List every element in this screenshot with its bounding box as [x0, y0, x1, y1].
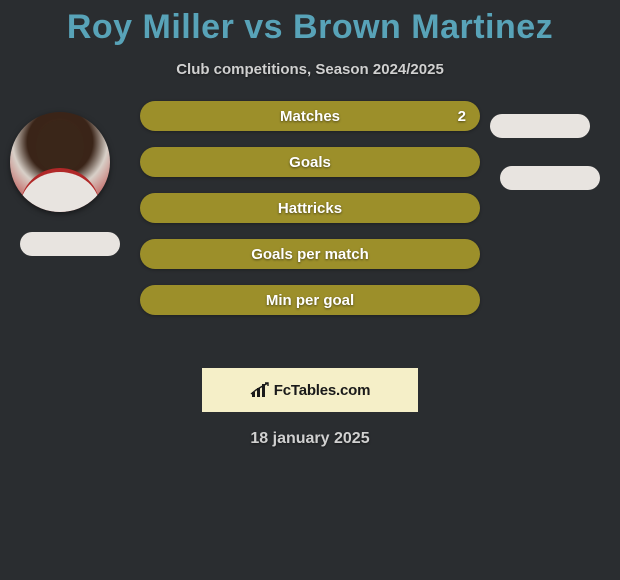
stat-label: Matches: [280, 108, 340, 125]
stat-label: Goals per match: [251, 246, 369, 263]
player1-avatar: [10, 112, 110, 212]
subtitle: Club competitions, Season 2024/2025: [0, 61, 620, 78]
stat-value: 2: [458, 108, 466, 125]
player1-name: Roy Miller: [67, 8, 234, 46]
stat-label: Hattricks: [278, 200, 342, 217]
stat-row-matches: Matches 2: [140, 101, 480, 131]
logo-text: FcTables.com: [274, 382, 371, 399]
stat-rows: Matches 2 Goals Hattricks Goals per matc…: [140, 101, 480, 331]
stat-row-min-per-goal: Min per goal: [140, 285, 480, 315]
fctables-logo: FcTables.com: [202, 368, 418, 412]
title-connector: vs: [244, 8, 283, 46]
stat-row-hattricks: Hattricks: [140, 193, 480, 223]
comparison-title: Roy Miller vs Brown Martinez: [0, 0, 620, 47]
stats-area: Matches 2 Goals Hattricks Goals per matc…: [0, 114, 620, 364]
stat-row-goals: Goals: [140, 147, 480, 177]
date: 18 january 2025: [0, 430, 620, 448]
stat-row-goals-per-match: Goals per match: [140, 239, 480, 269]
stat-label: Goals: [289, 154, 331, 171]
player1-placeholder-pill: [20, 232, 120, 256]
player2-placeholder-pill-2: [500, 166, 600, 190]
bar-chart-icon: [250, 382, 270, 398]
stat-label: Min per goal: [266, 292, 354, 309]
player2-name: Brown Martinez: [293, 8, 553, 46]
player2-placeholder-pill-1: [490, 114, 590, 138]
